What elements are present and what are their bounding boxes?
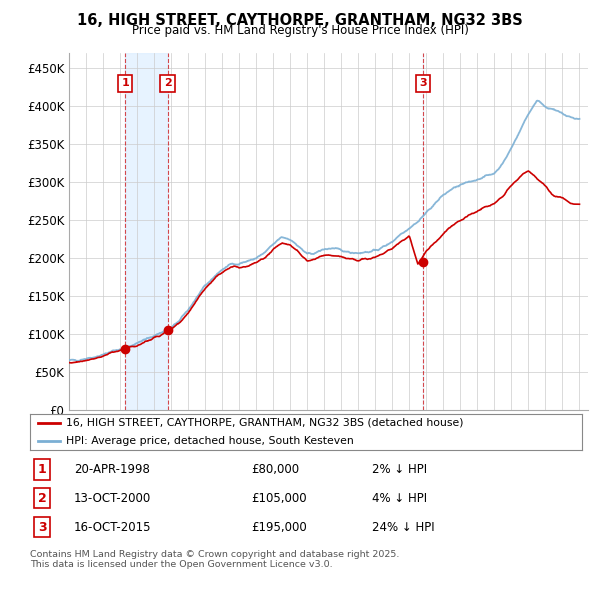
Text: Price paid vs. HM Land Registry's House Price Index (HPI): Price paid vs. HM Land Registry's House … xyxy=(131,24,469,37)
Bar xyxy=(125,53,167,410)
Text: 16, HIGH STREET, CAYTHORPE, GRANTHAM, NG32 3BS (detached house): 16, HIGH STREET, CAYTHORPE, GRANTHAM, NG… xyxy=(66,418,463,428)
Text: £195,000: £195,000 xyxy=(251,520,307,533)
Text: 16-OCT-2015: 16-OCT-2015 xyxy=(74,520,152,533)
Text: 20-APR-1998: 20-APR-1998 xyxy=(74,463,150,476)
Text: 2% ↓ HPI: 2% ↓ HPI xyxy=(372,463,427,476)
Text: 24% ↓ HPI: 24% ↓ HPI xyxy=(372,520,435,533)
Text: 3: 3 xyxy=(38,520,46,533)
Text: 4% ↓ HPI: 4% ↓ HPI xyxy=(372,491,427,504)
Text: HPI: Average price, detached house, South Kesteven: HPI: Average price, detached house, Sout… xyxy=(66,436,353,446)
Text: 13-OCT-2000: 13-OCT-2000 xyxy=(74,491,151,504)
Text: Contains HM Land Registry data © Crown copyright and database right 2025.
This d: Contains HM Land Registry data © Crown c… xyxy=(30,550,400,569)
Text: 1: 1 xyxy=(121,78,129,88)
Text: 2: 2 xyxy=(164,78,172,88)
Text: 2: 2 xyxy=(38,491,47,504)
Text: 1: 1 xyxy=(38,463,47,476)
Text: 3: 3 xyxy=(419,78,427,88)
Text: £105,000: £105,000 xyxy=(251,491,307,504)
Text: 16, HIGH STREET, CAYTHORPE, GRANTHAM, NG32 3BS: 16, HIGH STREET, CAYTHORPE, GRANTHAM, NG… xyxy=(77,13,523,28)
Text: £80,000: £80,000 xyxy=(251,463,299,476)
